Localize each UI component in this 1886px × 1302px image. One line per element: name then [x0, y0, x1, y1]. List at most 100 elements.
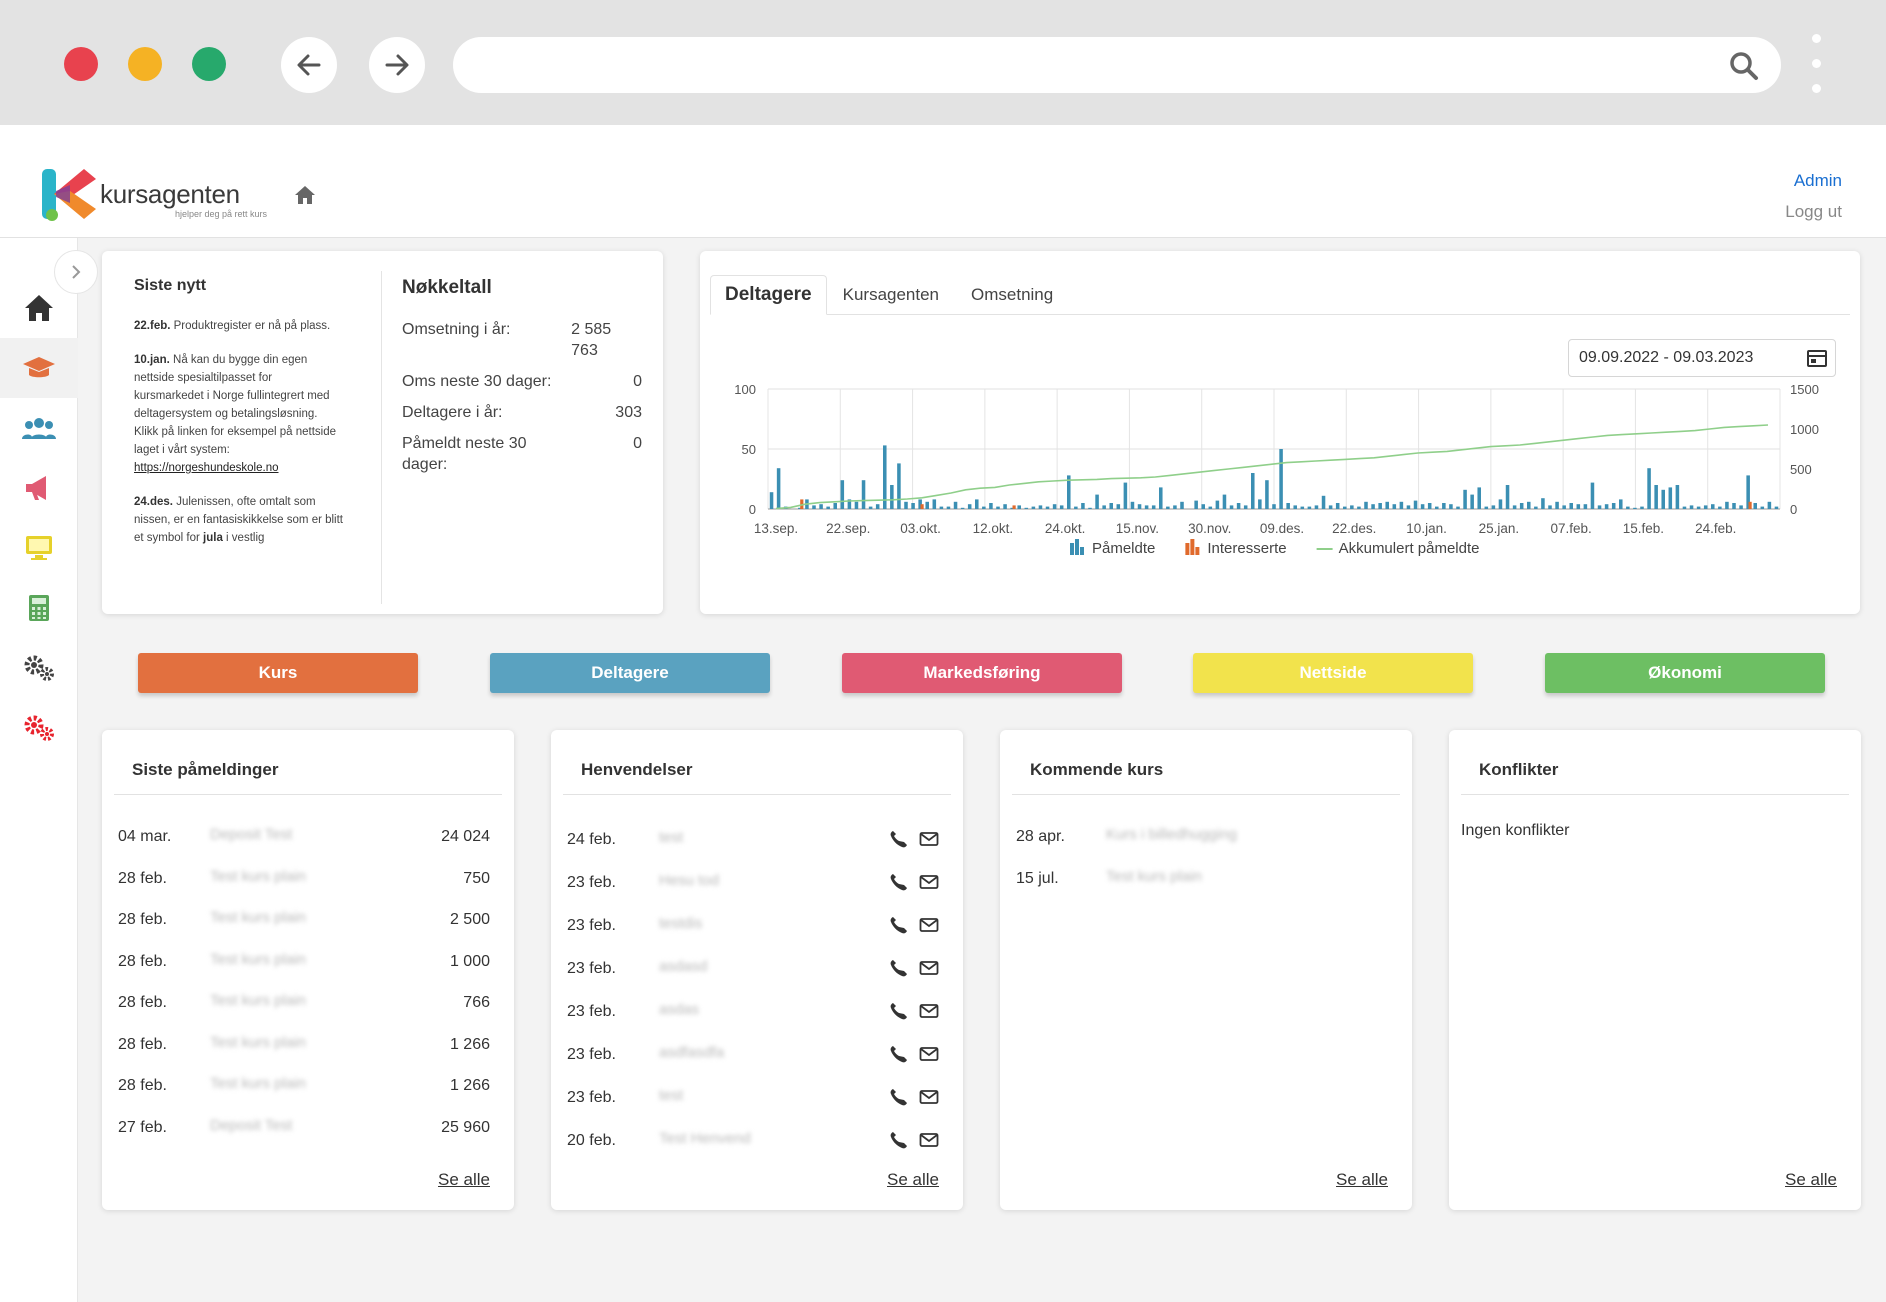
bar-pameldte: [875, 504, 880, 509]
logout-link[interactable]: Logg ut: [1785, 202, 1842, 221]
phone-icon[interactable]: [889, 1001, 909, 1021]
forward-button[interactable]: [369, 37, 425, 93]
brand-tagline: hjelper deg på rett kurs: [175, 209, 268, 219]
kpi-label: Omsetning i år:: [402, 321, 511, 338]
sidebar-item-admin-settings[interactable]: [0, 698, 78, 758]
bar-pameldte: [1201, 504, 1205, 509]
phone-icon[interactable]: [889, 1130, 909, 1150]
kpi-value: 2 585 763: [571, 321, 612, 359]
home-icon[interactable]: [294, 185, 316, 205]
table-row[interactable]: 20 feb. Test Henvend: [567, 1126, 939, 1156]
sidebar-item-settings[interactable]: [0, 638, 78, 698]
phone-icon[interactable]: [889, 915, 909, 935]
x-tick-label: 25.jan.: [1479, 521, 1520, 536]
browser-menu-icon[interactable]: [1810, 34, 1822, 96]
sidebar-item-economy[interactable]: [0, 578, 78, 638]
monitor-icon: [26, 536, 52, 560]
okonomi-button[interactable]: Økonomi: [1545, 653, 1825, 693]
admin-link[interactable]: Admin: [1793, 171, 1842, 190]
news-link[interactable]: https://norgeshundeskole.no: [134, 462, 279, 474]
see-all-link[interactable]: Se alle: [887, 1170, 939, 1189]
table-row[interactable]: 28 apr. Kurs i billedhugging: [1016, 822, 1388, 852]
phone-icon[interactable]: [889, 1044, 909, 1064]
sidebar-item-marketing[interactable]: [0, 458, 78, 518]
table-row[interactable]: 04 mar. Deposit Test 24 024: [118, 822, 490, 852]
phone-icon[interactable]: [889, 958, 909, 978]
sidebar-item-participants[interactable]: [0, 398, 78, 458]
bar-pameldte: [1739, 505, 1743, 509]
news-text: Julenissen, ofte omtalt som nissen, er e…: [134, 496, 344, 544]
phone-icon[interactable]: [889, 829, 909, 849]
see-all-link[interactable]: Se alle: [1336, 1170, 1388, 1189]
window-close-dot[interactable]: [64, 47, 98, 81]
bar-pameldte: [1095, 494, 1099, 509]
back-button[interactable]: [281, 37, 337, 93]
x-tick-label: 15.nov.: [1116, 521, 1159, 536]
sidebar-item-home[interactable]: [0, 278, 78, 338]
table-row[interactable]: 23 feb. asdas: [567, 997, 939, 1027]
email-icon[interactable]: [919, 1001, 939, 1021]
row-date: 04 mar.: [118, 828, 172, 845]
tab-kursagenten[interactable]: Kursagenten: [842, 285, 940, 304]
table-row[interactable]: 28 feb. Test kurs plain 766: [118, 988, 490, 1018]
row-course-name: Kurs i billedhugging: [1106, 826, 1237, 843]
date-range-picker[interactable]: 09.09.2022 - 09.03.2023: [1568, 339, 1836, 377]
table-row[interactable]: 28 feb. Test kurs plain 1 000: [118, 947, 490, 977]
email-icon[interactable]: [919, 1087, 939, 1107]
deltagere-button[interactable]: Deltagere: [490, 653, 770, 693]
email-icon[interactable]: [919, 872, 939, 892]
bar-pameldte: [1300, 506, 1305, 509]
kurs-button[interactable]: Kurs: [138, 653, 418, 693]
browser-chrome: [0, 0, 1886, 125]
email-icon[interactable]: [919, 958, 939, 978]
bar-pameldte: [1725, 501, 1729, 509]
legend-bar-icon: [1195, 547, 1200, 555]
bar-pameldte: [1088, 507, 1092, 509]
row-amount: 766: [463, 994, 490, 1011]
bar-pameldte: [1583, 504, 1588, 509]
see-all-link[interactable]: Se alle: [438, 1170, 490, 1189]
table-row[interactable]: 28 feb. Test kurs plain 750: [118, 864, 490, 894]
tab-omsetning[interactable]: Omsetning: [971, 285, 1054, 304]
phone-icon[interactable]: [889, 1087, 909, 1107]
phone-icon[interactable]: [889, 872, 909, 892]
bar-pameldte: [1498, 499, 1503, 509]
url-bar[interactable]: [453, 37, 1781, 93]
table-row[interactable]: 27 feb. Deposit Test 25 960: [118, 1113, 490, 1143]
bar-pameldte: [1350, 505, 1354, 509]
tab-deltagere[interactable]: Deltagere: [710, 275, 827, 315]
window-minimize-dot[interactable]: [128, 47, 162, 81]
table-row[interactable]: 24 feb. test: [567, 825, 939, 855]
bar-pameldte: [1640, 506, 1644, 509]
table-row[interactable]: 28 feb. Test kurs plain 1 266: [118, 1030, 490, 1060]
email-icon[interactable]: [919, 829, 939, 849]
sidebar-item-courses[interactable]: [0, 338, 78, 398]
row-amount: 2 500: [449, 911, 490, 928]
legend-label: Akkumulert påmeldte: [1339, 540, 1480, 557]
table-row[interactable]: 23 feb. test: [567, 1083, 939, 1113]
sidebar-expand-button[interactable]: [54, 250, 98, 294]
email-icon[interactable]: [919, 1130, 939, 1150]
table-row[interactable]: 28 feb. Test kurs plain 2 500: [118, 905, 490, 935]
x-tick-label: 30.nov.: [1188, 521, 1231, 536]
table-row[interactable]: 23 feb. testdis: [567, 911, 939, 941]
search-icon[interactable]: [1729, 51, 1759, 81]
see-all-link[interactable]: Se alle: [1785, 1170, 1837, 1189]
email-icon[interactable]: [919, 915, 939, 935]
table-row[interactable]: 15 jul. Test kurs plain: [1016, 864, 1388, 894]
sidebar-item-website[interactable]: [0, 518, 78, 578]
nettside-button[interactable]: Nettside: [1193, 653, 1473, 693]
window-maximize-dot[interactable]: [192, 47, 226, 81]
markedsforing-button[interactable]: Markedsføring: [842, 653, 1122, 693]
table-row[interactable]: 23 feb. Hesu tod: [567, 868, 939, 898]
email-icon[interactable]: [919, 1044, 939, 1064]
row-amount: 24 024: [441, 828, 490, 845]
bar-pameldte: [1548, 505, 1552, 509]
table-row[interactable]: 28 feb. Test kurs plain 1 266: [118, 1071, 490, 1101]
kursagenten-logo[interactable]: kursagenten hjelper deg på rett kurs: [40, 165, 280, 225]
table-row[interactable]: 23 feb. asdasd: [567, 954, 939, 984]
kpi-title: Nøkkeltall: [402, 277, 492, 298]
row-amount: 1 266: [449, 1035, 490, 1053]
table-row[interactable]: 23 feb. asdfasdfa: [567, 1040, 939, 1070]
kpi-section: Nøkkeltall Omsetning i år: 2 585 763 Oms …: [402, 277, 642, 485]
